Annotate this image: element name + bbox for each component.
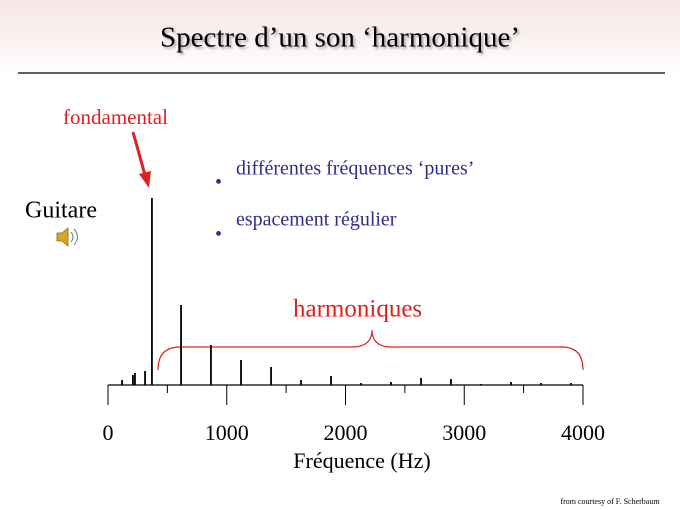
x-tick-label: 4000: [561, 420, 605, 445]
instrument-label: Guitare: [25, 198, 97, 224]
x-tick-label: 1000: [205, 420, 249, 445]
x-axis-label: Fréquence (Hz): [293, 448, 430, 473]
title-band: [0, 0, 680, 75]
harmonics-brace: [157, 329, 584, 371]
fundamental-arrow: [131, 131, 147, 176]
bullet-text: espacement régulier: [236, 209, 397, 231]
fundamental-label: fondamental: [63, 105, 168, 129]
bullet-text: différentes fréquences ‘pures’: [236, 158, 474, 180]
credit: from courtesy of F. Scherbaum: [560, 497, 660, 506]
bullet-dot: •: [215, 172, 222, 194]
harmonics-label: harmoniques: [293, 296, 422, 323]
bullet-dot: •: [215, 224, 222, 246]
x-tick-label: 3000: [442, 420, 486, 445]
x-tick-label: 2000: [324, 420, 368, 445]
slide-title: Spectre d’un son ‘harmonique’: [160, 22, 520, 54]
x-tick-label: 0: [103, 420, 114, 445]
arrow-head: [139, 171, 151, 188]
speaker-icon: [56, 227, 78, 247]
